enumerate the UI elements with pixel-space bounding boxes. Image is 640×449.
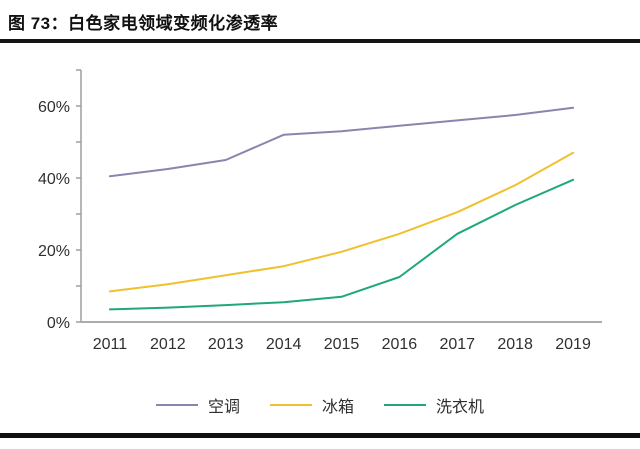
x-axis-label: 2017 — [439, 336, 475, 353]
y-axis-label: 0% — [47, 315, 70, 332]
figure-title-bar: 图 73：白色家电领域变频化渗透率 — [0, 0, 640, 39]
x-axis-label: 2014 — [266, 336, 302, 353]
x-axis-label: 2011 — [93, 336, 128, 353]
title-underline-rule — [0, 39, 640, 43]
legend-item-washing-machine: 洗衣机 — [384, 393, 484, 417]
air-conditioner-legend-label: 空调 — [207, 399, 240, 416]
chart-legend: 空调 冰箱 洗衣机 — [0, 390, 640, 420]
y-axis-label: 60% — [38, 99, 70, 116]
chart-canvas: 0% 20% 40% 60% 2011 2012 2013 2014 2015 2016 2017 2… — [38, 69, 602, 353]
legend-item-air-conditioner: 空调 — [155, 393, 240, 417]
refrigerator-legend-label: 冰箱 — [321, 399, 354, 416]
x-axis-label: 2016 — [382, 336, 418, 353]
x-axis-label: 2018 — [497, 336, 533, 353]
y-axis-label: 20% — [38, 243, 70, 260]
refrigerator-line-swatch — [269, 404, 312, 406]
x-axis-label: 2013 — [208, 336, 244, 353]
line-chart: 0% 20% 40% 60% 2011 2012 2013 2014 2015 2016 2017 2… — [0, 42, 640, 382]
washing-machine-legend-label: 洗衣机 — [436, 399, 485, 416]
air-conditioner-line — [108, 106, 575, 178]
bottom-divider-rule — [0, 433, 640, 438]
refrigerator-line — [108, 151, 575, 293]
air-conditioner-line-swatch — [155, 404, 198, 406]
washing-machine-line — [108, 178, 575, 311]
figure-title: 图 73：白色家电领域变频化渗透率 — [8, 14, 279, 33]
y-axis-label: 40% — [38, 171, 70, 188]
x-axis-label: 2015 — [324, 336, 360, 353]
washing-machine-line-swatch — [384, 404, 426, 406]
legend-item-refrigerator: 冰箱 — [269, 393, 354, 417]
x-axis-label: 2012 — [150, 336, 186, 353]
x-axis-label: 2019 — [555, 336, 591, 353]
